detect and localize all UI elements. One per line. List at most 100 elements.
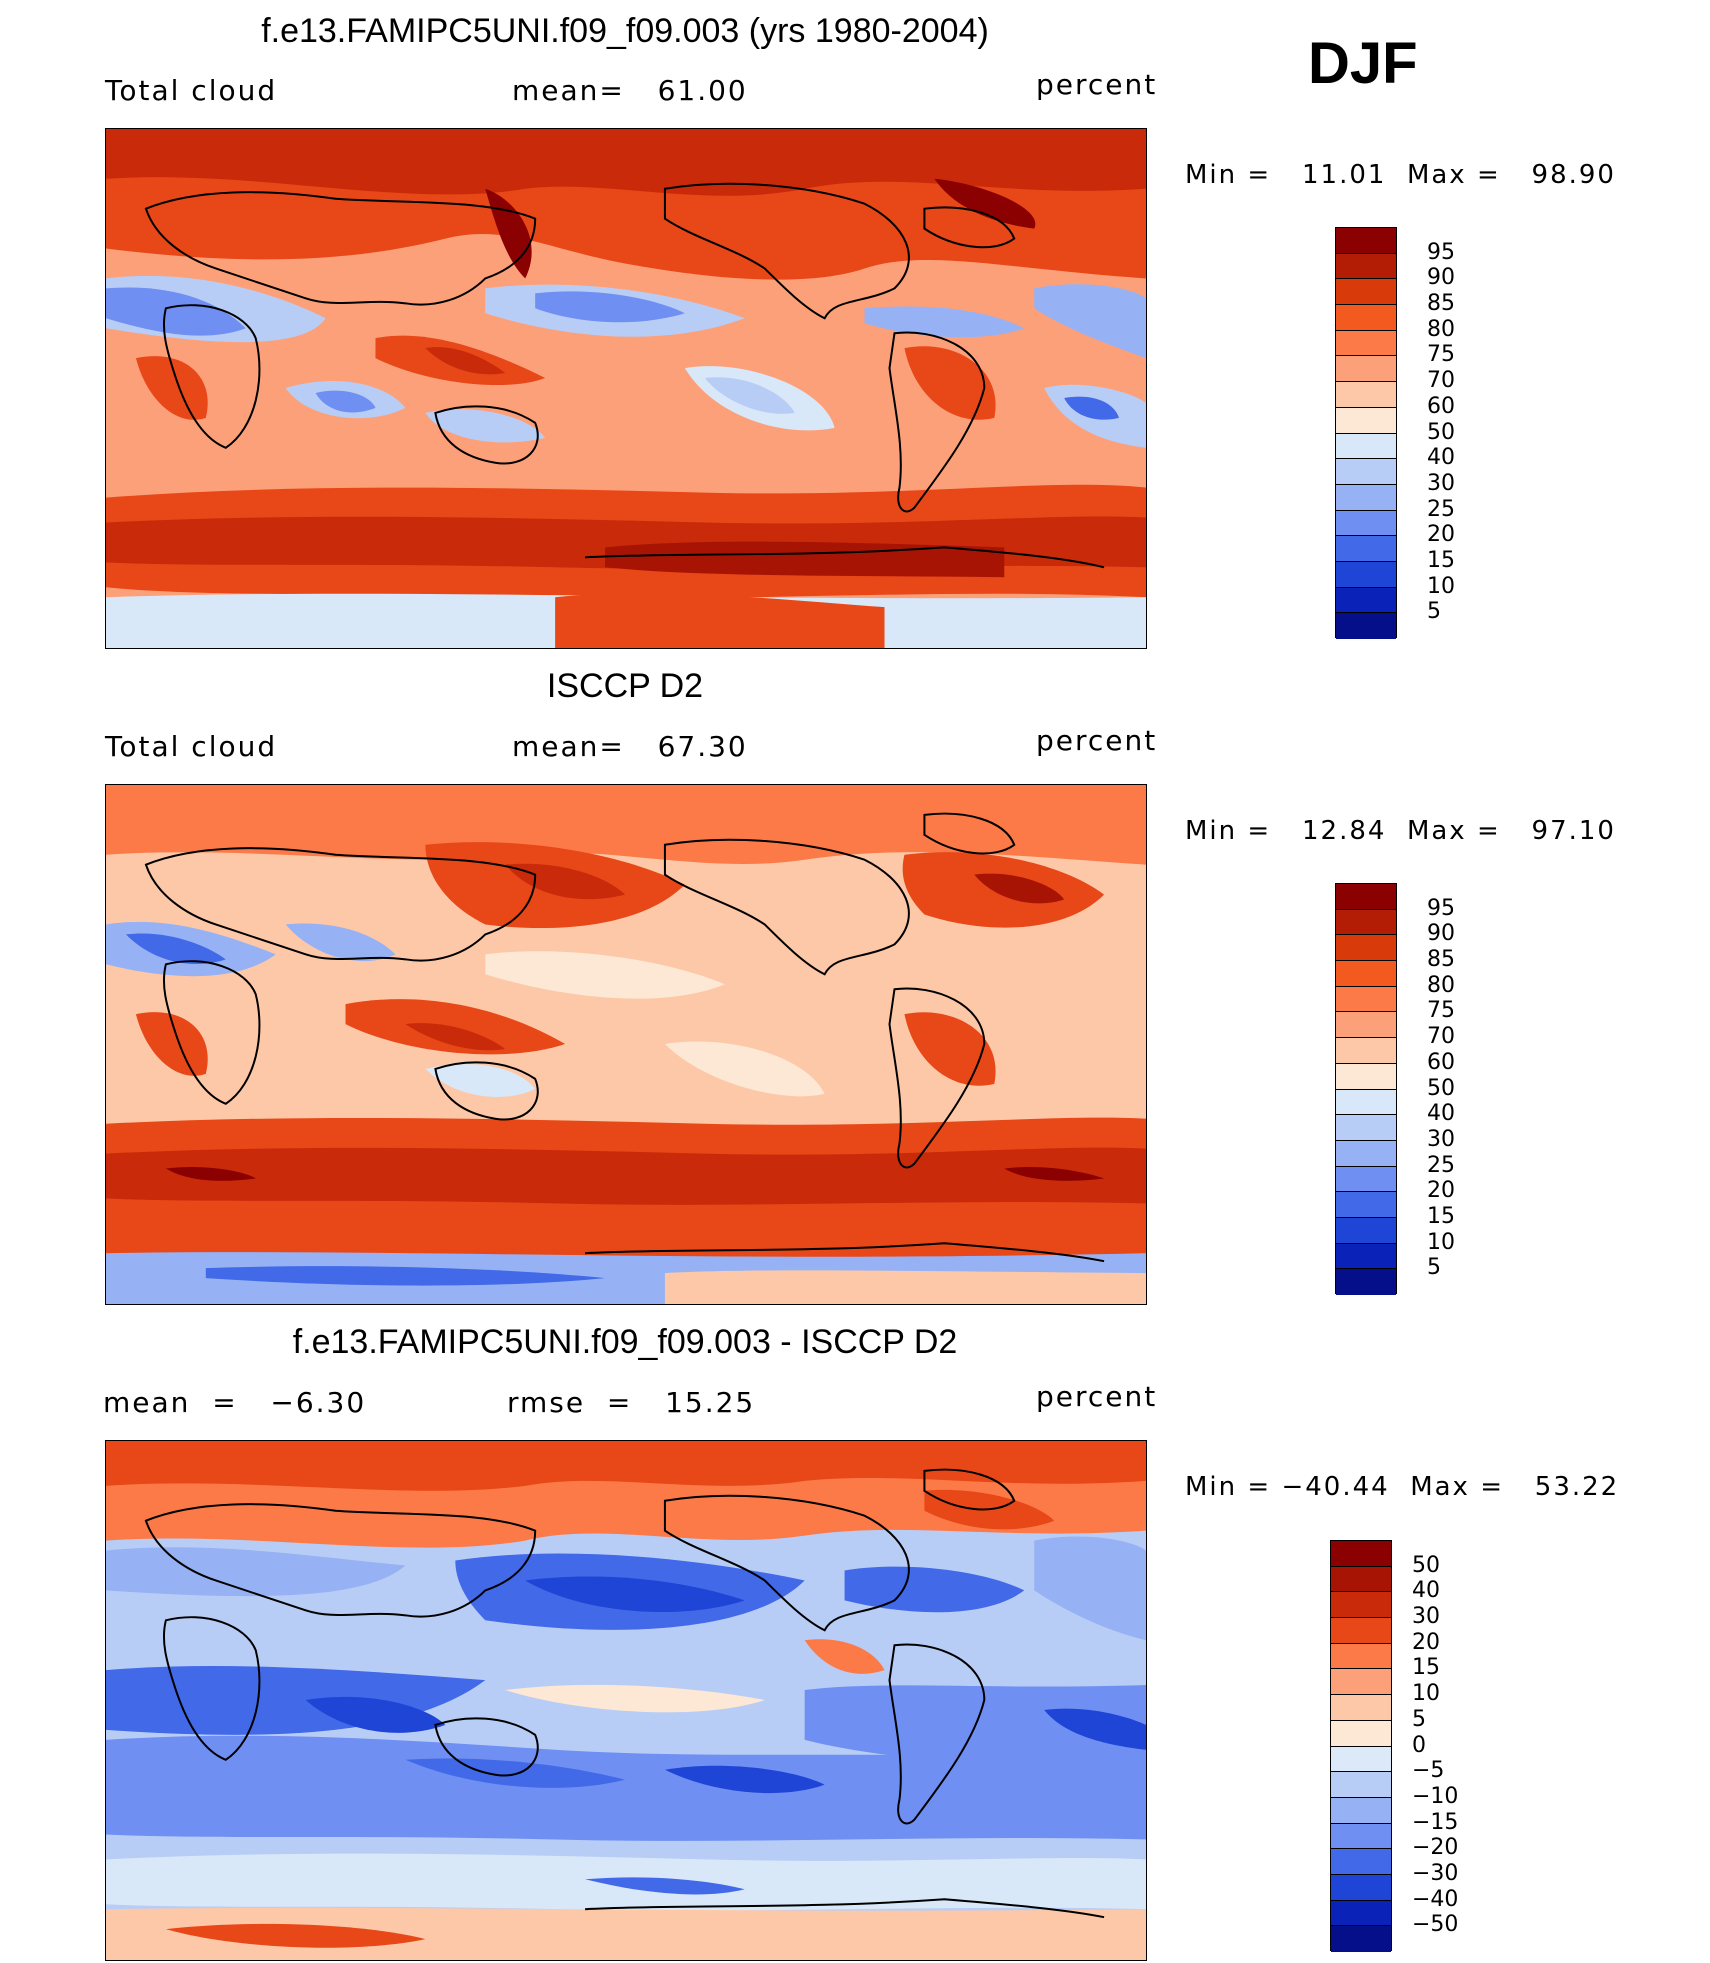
colorbar-tick-label: 40	[1427, 445, 1455, 471]
colorbar-tick-label: 60	[1427, 1049, 1455, 1075]
map-difference	[105, 1440, 1147, 1961]
colorbar-tick-label: 5	[1412, 1706, 1426, 1732]
colorbar-swatch	[1336, 884, 1396, 910]
colorbar-tick-label: 20	[1412, 1629, 1440, 1655]
variable-label: Total cloud	[105, 730, 278, 763]
colorbar-swatch	[1336, 1115, 1396, 1141]
minmax-label: Min = 12.84 Max = 97.10	[1185, 816, 1616, 846]
map-observation	[105, 784, 1147, 1305]
colorbar-tick-label: 60	[1427, 393, 1455, 419]
colorbar: 95 90 85 80 75 70 60 50 40 30 25 20 15 10 5	[1335, 883, 1455, 1295]
colorbar-swatch	[1331, 1566, 1391, 1593]
colorbar-swatch	[1336, 510, 1396, 537]
colorbar-swatch	[1336, 1140, 1396, 1167]
colorbar-swatch	[1336, 228, 1396, 254]
map-difference-svg	[106, 1441, 1146, 1960]
colorbar-swatch	[1336, 961, 1396, 987]
colorbar-tick-label: 30	[1427, 470, 1455, 496]
colorbar-swatches	[1335, 227, 1397, 639]
colorbar-swatches	[1330, 1540, 1392, 1952]
colorbar-tick-label: −10	[1412, 1783, 1459, 1809]
colorbar-swatch	[1331, 1695, 1391, 1721]
colorbar-swatch	[1331, 1772, 1391, 1798]
colorbar-swatch	[1336, 253, 1396, 280]
colorbar-tick-label: 30	[1412, 1604, 1440, 1630]
colorbar-swatches	[1335, 883, 1397, 1295]
panel-title: f.e13.FAMIPC5UNI.f09_f09.003 (yrs 1980-2…	[261, 12, 989, 50]
panel-title: f.e13.FAMIPC5UNI.f09_f09.003 - ISCCP D2	[292, 1323, 958, 1361]
colorbar-swatch	[1331, 1669, 1391, 1696]
colorbar-swatch	[1336, 909, 1396, 936]
colorbar-tick-label: 10	[1427, 573, 1455, 599]
colorbar-swatch	[1336, 986, 1396, 1013]
colorbar-tick-label: 25	[1427, 496, 1455, 522]
colorbar-tick-label: 70	[1427, 368, 1455, 394]
colorbar-swatch	[1331, 1874, 1391, 1901]
colorbar-tick-label: −40	[1412, 1886, 1459, 1912]
colorbar: 50 40 30 20 15 10 5 0 −5 −10 −15 −20 −30 −40 −50	[1330, 1540, 1458, 1952]
rmse-label: rmse = 15.25	[507, 1386, 756, 1419]
mean-label: mean= 61.00	[512, 74, 748, 107]
colorbar-swatch	[1331, 1900, 1391, 1927]
colorbar-tick-label: 90	[1427, 921, 1455, 947]
colorbar-swatch	[1336, 1269, 1396, 1295]
colorbar-swatch	[1336, 356, 1396, 383]
colorbar-tick-label: −50	[1412, 1912, 1459, 1938]
colorbar-swatch	[1336, 1217, 1396, 1244]
colorbar-tick-label: 85	[1427, 947, 1455, 973]
colorbar-swatch	[1336, 459, 1396, 485]
colorbar-tick-label: 70	[1427, 1024, 1455, 1050]
season-label: DJF	[1308, 31, 1418, 96]
map-observation-svg	[106, 785, 1146, 1304]
colorbar-tick-label: 40	[1412, 1578, 1440, 1604]
units-label: percent	[1036, 68, 1158, 101]
colorbar-tick-label: 0	[1412, 1732, 1426, 1758]
colorbar-swatch	[1331, 1720, 1391, 1747]
colorbar: 95 90 85 80 75 70 60 50 40 30 25 20 15 10 5	[1335, 227, 1455, 639]
mean-label: mean = −6.30	[103, 1386, 367, 1419]
colorbar-tick-label: 80	[1427, 972, 1455, 998]
colorbar-swatch	[1336, 1012, 1396, 1039]
colorbar-tick-label: 10	[1412, 1681, 1440, 1707]
colorbar-swatch	[1331, 1746, 1391, 1773]
colorbar-swatch	[1336, 1038, 1396, 1064]
colorbar-swatch	[1336, 407, 1396, 434]
colorbar-swatch	[1336, 587, 1396, 614]
colorbar-swatch	[1331, 1797, 1391, 1824]
colorbar-tick-label: 20	[1427, 1178, 1455, 1204]
colorbar-tick-label: −15	[1412, 1809, 1459, 1835]
colorbar-tick-label: −5	[1412, 1758, 1445, 1784]
colorbar-tick-label: 95	[1427, 239, 1455, 265]
colorbar-swatch	[1336, 1243, 1396, 1270]
colorbar-swatch	[1336, 484, 1396, 511]
colorbar-tick-label: −20	[1412, 1835, 1459, 1861]
minmax-label: Min = −40.44 Max = 53.22	[1185, 1472, 1620, 1502]
colorbar-tick-label: 25	[1427, 1152, 1455, 1178]
colorbar-swatch	[1331, 1618, 1391, 1644]
colorbar-tick-label: 40	[1427, 1101, 1455, 1127]
colorbar-swatch	[1336, 613, 1396, 639]
colorbar-swatch	[1336, 536, 1396, 562]
map-model-svg	[106, 129, 1146, 648]
colorbar-tick-label: −30	[1412, 1860, 1459, 1886]
colorbar-tick-label: 5	[1427, 599, 1441, 625]
colorbar-tick-label: 90	[1427, 265, 1455, 291]
colorbar-tick-label: 50	[1412, 1552, 1440, 1578]
colorbar-swatch	[1336, 1192, 1396, 1218]
colorbar-tick-label: 30	[1427, 1126, 1455, 1152]
units-label: percent	[1036, 1380, 1158, 1413]
colorbar-tick-label: 15	[1412, 1655, 1440, 1681]
colorbar-swatch	[1336, 561, 1396, 588]
colorbar-tick-label: 5	[1427, 1255, 1441, 1281]
map-model	[105, 128, 1147, 649]
colorbar-swatch	[1331, 1643, 1391, 1670]
colorbar-swatch	[1336, 935, 1396, 962]
colorbar-swatch	[1331, 1823, 1391, 1850]
colorbar-swatch	[1331, 1926, 1391, 1952]
colorbar-tick-label: 75	[1427, 342, 1455, 368]
colorbar-swatch	[1336, 1063, 1396, 1090]
colorbar-tick-label: 10	[1427, 1229, 1455, 1255]
colorbar-tick-label: 50	[1427, 419, 1455, 445]
colorbar-swatch	[1331, 1592, 1391, 1619]
colorbar-swatch	[1336, 1089, 1396, 1116]
